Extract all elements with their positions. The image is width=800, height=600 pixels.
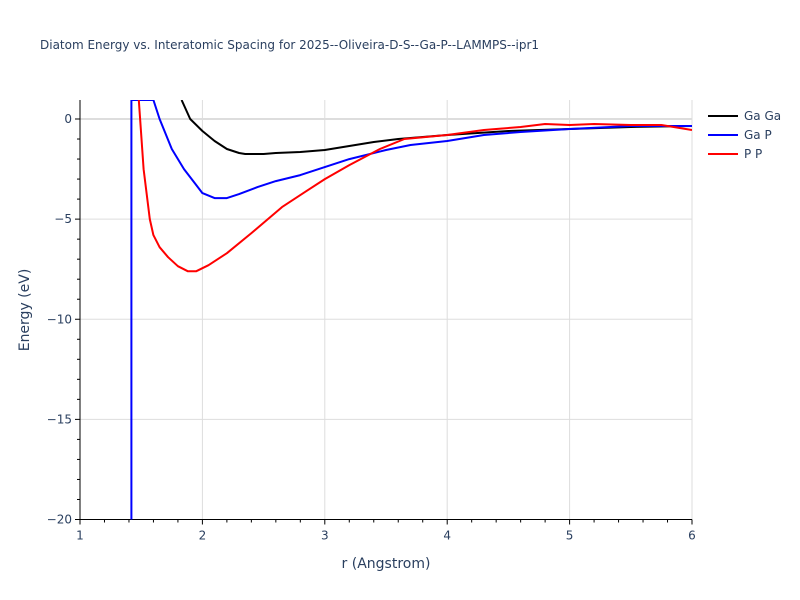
legend-item-p-p[interactable]: P P [708, 144, 781, 163]
series-line-p-p [137, 100, 692, 273]
y-tick-label: 0 [64, 112, 72, 126]
legend-item-ga-p[interactable]: Ga P [708, 125, 781, 144]
y-tick-label: −15 [47, 412, 72, 426]
x-tick-label: 1 [76, 529, 84, 543]
x-axis-title: r (Angstrom) [342, 556, 431, 572]
axes: 0 −5 −10 −15 −20 1 2 3 4 5 6 [47, 100, 696, 543]
x-tick-label: 2 [199, 529, 207, 543]
legend-label: Ga P [744, 127, 772, 142]
series-line-ga-ga [180, 100, 692, 155]
chart-title: Diatom Energy vs. Interatomic Spacing fo… [40, 38, 540, 52]
x-tick-label: 6 [688, 529, 696, 543]
y-tick-label: −5 [54, 212, 72, 226]
x-tick-label: 5 [566, 529, 574, 543]
legend: Ga Ga Ga P P P [708, 106, 781, 163]
y-tick-label: −10 [47, 312, 72, 326]
series-line-ga-p [130, 100, 692, 520]
legend-label: Ga Ga [744, 108, 782, 123]
x-tick-label: 3 [321, 529, 329, 543]
y-tick-label: −20 [47, 513, 72, 527]
y-axis-title: Energy (eV) [17, 269, 33, 352]
x-tick-label: 4 [443, 529, 451, 543]
gridlines [80, 100, 693, 520]
legend-label: P P [744, 146, 763, 161]
legend-line-icon [708, 152, 738, 155]
legend-line-icon [708, 133, 738, 136]
legend-item-ga-ga[interactable]: Ga Ga [708, 106, 781, 125]
series-lines [130, 100, 692, 520]
legend-line-icon [708, 114, 738, 117]
